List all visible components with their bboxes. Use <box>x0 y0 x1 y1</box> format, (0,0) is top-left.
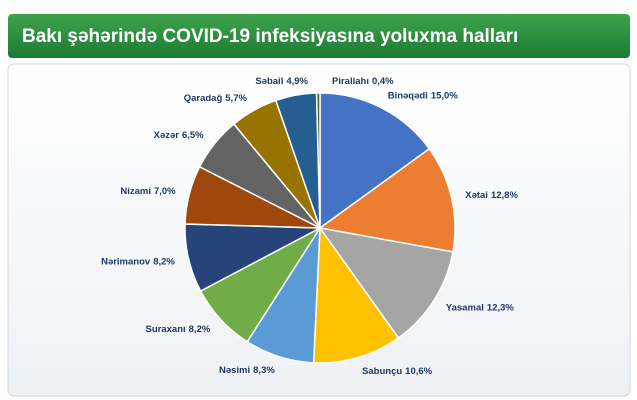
value-label: 4,9% <box>286 76 308 87</box>
value-label: 12,3% <box>487 302 514 313</box>
pie-slice <box>312 225 400 364</box>
value-label: 8,3% <box>253 364 275 375</box>
category-name: Nərimanov <box>101 256 151 267</box>
pie-slice <box>318 226 454 339</box>
value-label: 10,6% <box>405 365 432 376</box>
value-label: 7,0% <box>154 186 176 197</box>
slice-label: Yasamal 12,3% <box>446 302 515 313</box>
slice-label: Binəqədi 15,0% <box>388 90 459 101</box>
slice-label: Sabunçu 10,6% <box>362 365 433 376</box>
category-name: Binəqədi <box>388 90 428 101</box>
slice-label: Xəzər 6,5% <box>154 129 205 140</box>
pie-slice <box>318 147 456 253</box>
slice-label: Nizami 7,0% <box>120 186 176 197</box>
value-label: 12,8% <box>491 189 518 200</box>
slice-label: Qaradağ 5,7% <box>184 93 248 104</box>
category-name: Sabunçu <box>362 365 402 376</box>
value-label: 8,2% <box>153 256 175 267</box>
slice-label: Səbail 4,9% <box>255 76 308 87</box>
category-name: Yasamal <box>446 302 484 313</box>
slice-label: Pirallahı 0,4% <box>332 76 394 87</box>
category-name: Pirallahı <box>332 76 369 87</box>
pie-slice <box>315 92 321 229</box>
value-label: 8,2% <box>189 323 211 334</box>
category-name: Nəsimi <box>219 364 250 375</box>
category-name: Xəzər <box>154 129 180 140</box>
slice-label: Xətai 12,8% <box>465 189 518 200</box>
category-name: Qaradağ <box>184 93 223 104</box>
slice-label: Suraxanı 8,2% <box>146 323 211 334</box>
header-banner <box>8 14 630 58</box>
slice-label: Nərimanov 8,2% <box>101 256 175 267</box>
value-label: 15,0% <box>431 90 458 101</box>
value-label: 0,4% <box>372 76 394 87</box>
value-label: 5,7% <box>225 93 247 104</box>
slice-label: Nəsimi 8,3% <box>219 364 275 375</box>
pie-slice <box>319 92 431 230</box>
category-name: Xətai <box>465 189 488 200</box>
category-name: Suraxanı <box>146 323 186 334</box>
value-label: 6,5% <box>182 129 204 140</box>
category-name: Nizami <box>120 186 151 197</box>
category-name: Səbail <box>255 76 283 87</box>
chart-title: Bakı şəhərində COVID-19 infeksiyasına yo… <box>22 26 518 47</box>
